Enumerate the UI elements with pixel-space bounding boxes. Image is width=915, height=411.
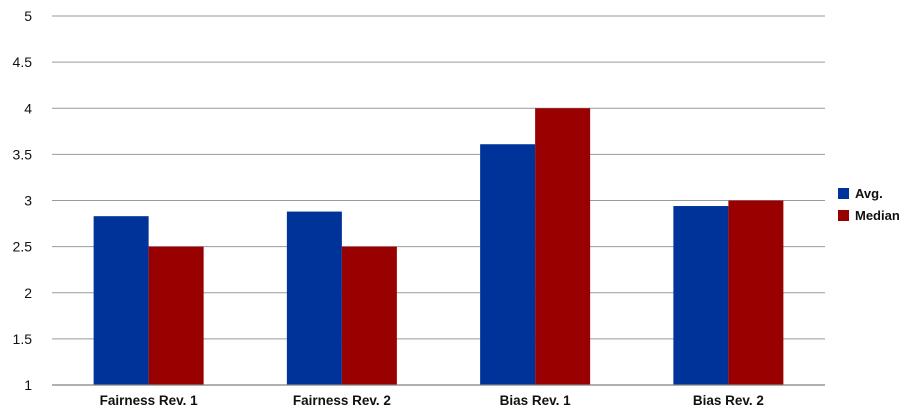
legend-swatch	[838, 188, 849, 199]
y-axis-tick-labels: 1 1.5 2 2.5 3 3.5 4 4.5 5	[13, 8, 33, 393]
legend: Avg. Median	[838, 186, 900, 223]
y-tick-label: 1.5	[13, 331, 33, 347]
bar-avg	[673, 206, 729, 385]
x-tick-label: Bias Rev. 2	[693, 393, 764, 408]
y-tick-label: 2	[24, 285, 32, 301]
x-tick-label: Fairness Rev. 1	[100, 393, 199, 408]
y-tick-label: 3	[24, 193, 32, 209]
legend-label: Avg.	[855, 186, 883, 201]
bar-avg	[286, 211, 342, 385]
bar-median	[535, 108, 591, 385]
bars	[93, 108, 784, 385]
y-tick-label: 5	[24, 8, 32, 24]
x-tick-label: Fairness Rev. 2	[293, 393, 391, 408]
legend-label: Median	[855, 208, 900, 223]
y-tick-label: 1	[24, 377, 32, 393]
y-tick-label: 4	[24, 100, 32, 116]
y-tick-label: 4.5	[13, 54, 33, 70]
y-tick-label: 3.5	[13, 146, 33, 162]
x-tick-label: Bias Rev. 1	[500, 393, 572, 408]
y-tick-label: 2.5	[13, 239, 33, 255]
bar-median	[728, 200, 784, 385]
bar-median	[148, 246, 204, 385]
bar-median	[341, 246, 397, 385]
bar-avg	[480, 144, 536, 385]
legend-swatch	[838, 210, 849, 221]
x-axis-tick-labels: Fairness Rev. 1 Fairness Rev. 2 Bias Rev. …	[100, 393, 764, 408]
bar-avg	[93, 216, 149, 385]
